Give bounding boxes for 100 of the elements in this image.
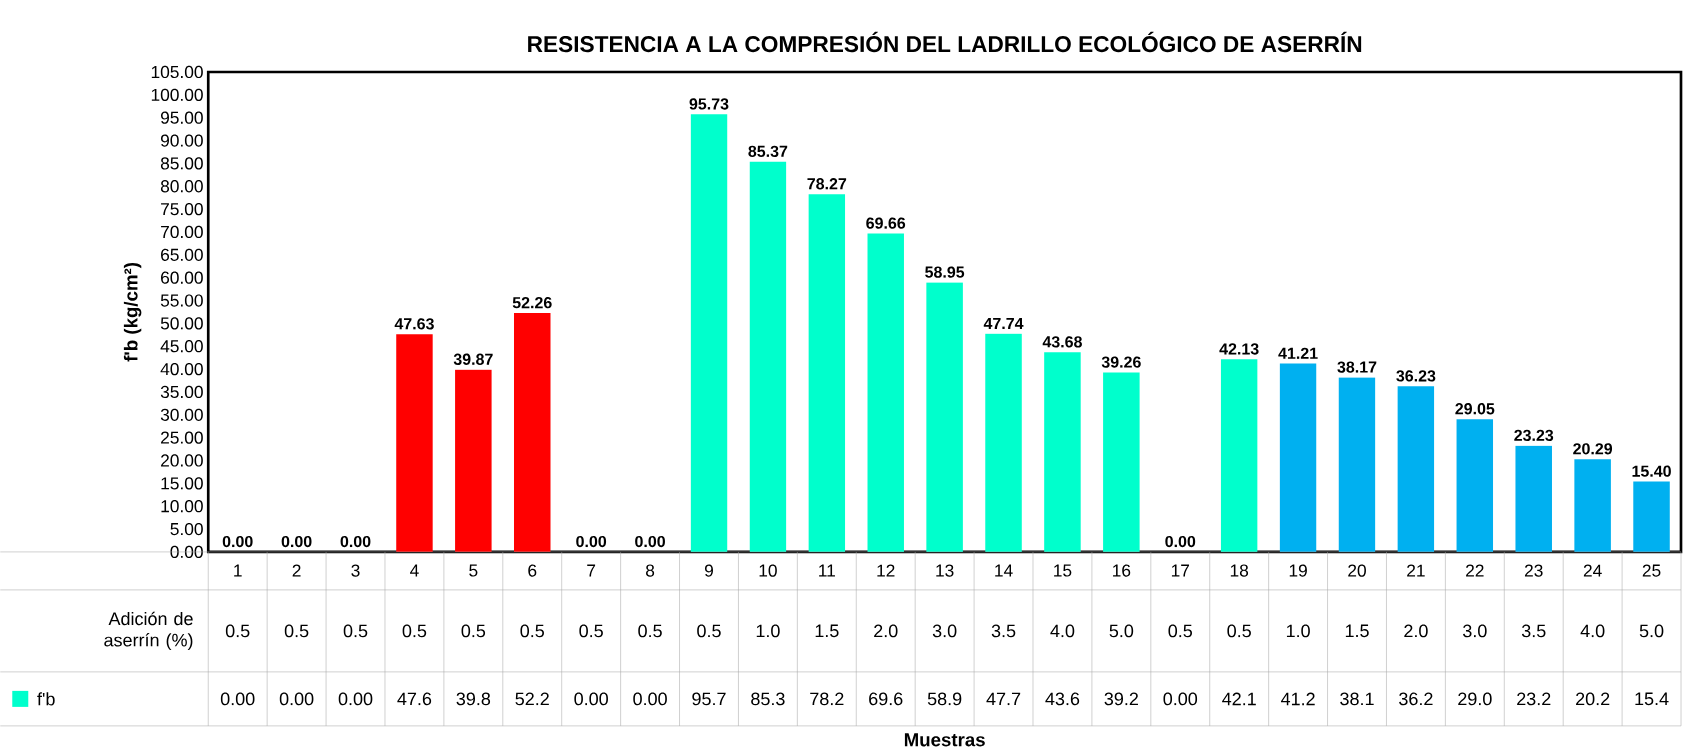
x-tick-label: 25 xyxy=(1642,564,1661,577)
data-label: 39.26 xyxy=(1101,356,1141,368)
text: 3.0 xyxy=(1463,624,1487,638)
y-tick-label: 95.00 xyxy=(160,111,203,124)
x-tick-label: 18 xyxy=(1230,564,1249,577)
x-tick-label: 16 xyxy=(1113,564,1131,577)
text: 4.0 xyxy=(1050,624,1075,638)
y-tick-label: 5.00 xyxy=(170,522,203,536)
text: 5.0 xyxy=(1109,624,1134,638)
data-label: 0.00 xyxy=(576,535,607,548)
bar xyxy=(926,282,963,552)
data-label: 0.00 xyxy=(340,535,371,548)
text: Adición de aserrín (%) xyxy=(104,611,193,651)
text: 0.5 xyxy=(225,624,250,638)
x-tick-label: 9 xyxy=(704,564,713,577)
x-tick-label: 15 xyxy=(1054,564,1072,577)
y-tick-label: 100.00 xyxy=(151,88,203,102)
text: 15.4 xyxy=(1635,692,1669,706)
data-label: 15.40 xyxy=(1632,465,1671,477)
text: 0.00 xyxy=(633,692,667,706)
bar xyxy=(513,313,551,552)
x-tick-label: 3 xyxy=(351,564,360,577)
text: 0.00 xyxy=(574,692,608,706)
data-label: 47.63 xyxy=(394,318,434,330)
data-label: 85.37 xyxy=(748,145,788,158)
x-tick-label: 6 xyxy=(528,564,537,577)
y-tick-label: 70.00 xyxy=(161,225,203,239)
text: 69.6 xyxy=(869,692,903,706)
text: 78.2 xyxy=(810,692,844,706)
x-tick-label: 14 xyxy=(995,564,1013,577)
data-label: 0.00 xyxy=(1165,535,1196,548)
bar xyxy=(1338,377,1376,552)
y-tick-label: 90.00 xyxy=(160,134,203,147)
y-tick-label: 30.00 xyxy=(160,408,203,421)
bar xyxy=(1220,359,1258,552)
data-label: 39.87 xyxy=(453,353,493,366)
bar xyxy=(867,233,904,552)
x-tick-label: 1 xyxy=(234,564,242,577)
text: 0.5 xyxy=(520,624,545,638)
bar xyxy=(1103,372,1140,552)
text: 39.8 xyxy=(456,692,491,706)
text: 20.2 xyxy=(1576,692,1610,706)
x-tick-label: 2 xyxy=(292,564,301,577)
x-tick-label: 13 xyxy=(936,564,954,577)
y-tick-label: 40.00 xyxy=(160,363,203,376)
text: 4.0 xyxy=(1580,624,1605,638)
y-tick-label: 25.00 xyxy=(161,431,203,444)
text: 95.7 xyxy=(692,692,726,706)
text: 1.0 xyxy=(1286,624,1310,638)
data-label: 95.73 xyxy=(689,98,729,110)
bar xyxy=(1044,352,1081,552)
data-label: 36.23 xyxy=(1396,370,1436,382)
bar xyxy=(749,161,787,552)
data-label: 47.74 xyxy=(983,318,1024,330)
text: 38.1 xyxy=(1340,692,1374,706)
data-label: 69.66 xyxy=(866,217,906,229)
y-tick-label: 0.00 xyxy=(170,545,203,559)
y-tick-label: 10.00 xyxy=(161,500,203,513)
text: 0.00 xyxy=(279,692,314,706)
bar xyxy=(690,114,728,552)
text: 0.00 xyxy=(1163,692,1198,706)
text: 0.00 xyxy=(338,692,373,706)
y-tick-label: 50.00 xyxy=(160,317,203,330)
bar xyxy=(1397,386,1435,552)
text: 43.6 xyxy=(1045,692,1080,706)
bar xyxy=(396,334,433,552)
text: 1.0 xyxy=(756,624,780,638)
chart-title: RESISTENCIA A LA COMPRESIÓN DEL LADRILLO ECOLÓGICO DE ASERRÍN xyxy=(528,31,1362,53)
bar xyxy=(1633,481,1670,552)
x-tick-label: 22 xyxy=(1466,564,1484,577)
text: 1.5 xyxy=(815,624,839,638)
bar xyxy=(455,369,492,552)
data-label: 20.29 xyxy=(1573,443,1613,455)
text: 0.5 xyxy=(284,624,309,638)
text: 0.00 xyxy=(220,692,255,706)
data-label: 0.00 xyxy=(222,535,253,548)
y-tick-label: 80.00 xyxy=(160,180,203,193)
text: 41.2 xyxy=(1280,692,1315,706)
x-tick-label: 11 xyxy=(819,564,835,577)
x-tick-label: 7 xyxy=(587,564,596,577)
text: 52.2 xyxy=(515,692,549,706)
data-label: 0.00 xyxy=(281,535,312,548)
data-label: 43.68 xyxy=(1042,336,1082,348)
text: 39.2 xyxy=(1104,692,1138,706)
data-label: 42.13 xyxy=(1219,343,1259,355)
x-tick-label: 5 xyxy=(469,564,478,577)
text: 0.5 xyxy=(343,624,368,638)
text: 47.7 xyxy=(986,692,1021,706)
text: 0.5 xyxy=(697,624,721,638)
data-label: 0.00 xyxy=(635,535,665,548)
y-tick-label: 75.00 xyxy=(161,203,203,216)
y-tick-label: 15.00 xyxy=(161,477,203,490)
x-tick-label: 8 xyxy=(646,564,655,577)
x-tick-label: 19 xyxy=(1289,564,1307,577)
bar xyxy=(1456,419,1494,552)
text: 2.0 xyxy=(1404,624,1428,638)
y-axis-title: f'b (kg/cm²) xyxy=(123,263,142,362)
text: 5.0 xyxy=(1639,624,1664,638)
x-tick-label: 23 xyxy=(1524,564,1543,577)
text: 0.5 xyxy=(1168,624,1193,638)
